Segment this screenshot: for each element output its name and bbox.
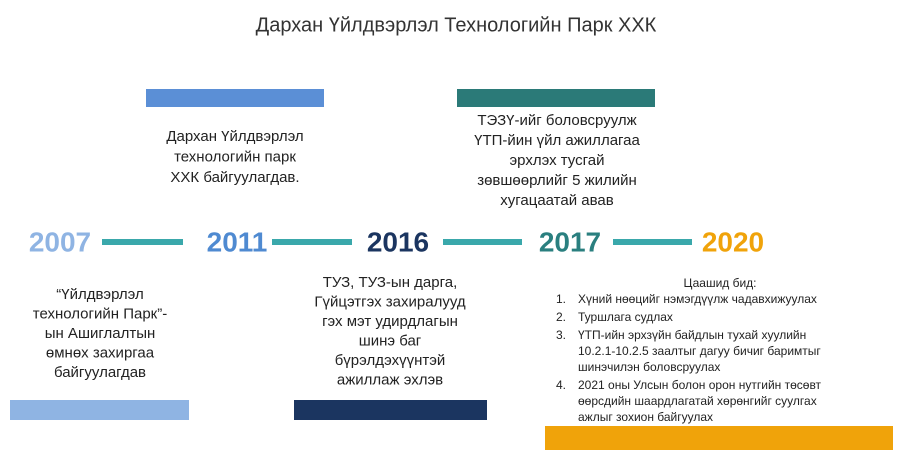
list-intro: Цаашид бид: — [683, 276, 756, 290]
list-line: ҮТП-ийн эрхзүйн байдлын тухай хуулийн — [578, 328, 806, 342]
list-line: Хүний нөөцийг нэмэгдүүлж чадавхижуулах — [578, 292, 817, 306]
bar-2007 — [10, 400, 189, 420]
description-line: байгуулагдав — [54, 364, 146, 381]
descriptions: “Үйлдвэрлэл технологийн Парк”- ын Ашиглалт… — [33, 112, 822, 424]
title: Дархан Үйлдвэрлэл Технологийн Парк ХХК — [256, 14, 657, 36]
list-marker: 2. — [556, 310, 566, 324]
description-line: өмнөх захиргаа — [46, 344, 155, 361]
description-line: эрхлэх тусгай — [510, 152, 605, 169]
description-line: Дархан Үйлдвэрлэл — [166, 128, 303, 145]
list-line: 2021 оны Улсын болон орон нутгийн төсөвт — [578, 378, 822, 392]
description-line: ТЭЗҮ-ийг боловсруулж — [477, 112, 636, 129]
bar-2020 — [545, 426, 893, 450]
description-line: ХХК байгуулагдав. — [170, 169, 299, 186]
description-line: технологийн парк — [174, 148, 296, 165]
bar-2016 — [294, 400, 487, 420]
year: 2011 — [207, 226, 268, 257]
description-line: технологийн Парк”- — [33, 305, 167, 322]
description-line: гэх мэт удирдлагын — [322, 313, 458, 330]
connector — [102, 239, 183, 245]
list-marker: 4. — [556, 378, 566, 392]
description-line: “Үйлдвэрлэл — [56, 286, 144, 303]
description-line: ҮТП-йин үйл ажиллагаа — [474, 132, 640, 149]
year: 2007 — [29, 226, 91, 257]
bar-2011 — [146, 89, 324, 107]
description-line: ажиллаж эхлэв — [337, 371, 443, 388]
list-marker: 1. — [556, 292, 566, 306]
description-line: ТУЗ, ТУЗ-ын дарга, — [323, 274, 458, 291]
bar-2017 — [457, 89, 655, 107]
connector — [443, 239, 522, 245]
list-line: 10.2.1-10.2.5 заалтыг дагуу бичиг баримт… — [578, 344, 821, 358]
description-line: хугацаатай авав — [500, 192, 614, 209]
connector — [613, 239, 692, 245]
connector — [272, 239, 352, 245]
list-line: өөрсдийн шаардлагатай хөрөнгийг суулгах — [578, 394, 817, 408]
list-marker: 3. — [556, 328, 566, 342]
list-line: шинэчилэн боловсруулах — [578, 360, 720, 374]
list-line: Туршлага судлах — [578, 310, 673, 324]
description-line: шинэ баг — [359, 332, 422, 349]
list-line: ажлыг зохион байгуулах — [578, 410, 713, 424]
description-line: ын Ашиглалтын — [45, 325, 156, 342]
year: 2020 — [702, 226, 764, 257]
year: 2017 — [539, 226, 601, 257]
description-line: Гүйцэтгэх захиралууд — [314, 293, 465, 310]
year: 2016 — [367, 226, 429, 257]
description-line: зөвшөөрлийг 5 жилийн — [477, 172, 637, 189]
description-line: бүрэлдэхүүнтэй — [335, 352, 446, 369]
